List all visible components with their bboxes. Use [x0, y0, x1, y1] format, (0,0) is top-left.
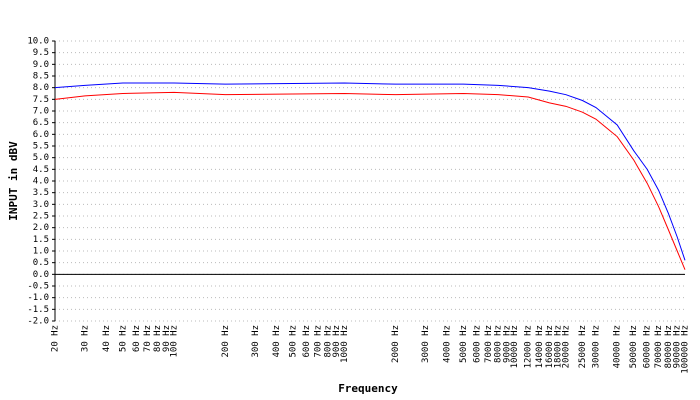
y-tick-label: 5.5	[33, 142, 49, 152]
x-tick-label: 100 Hz	[170, 325, 180, 358]
x-tick-label: 30000 Hz	[591, 325, 601, 368]
x-tick-label: 80000 Hz	[664, 325, 674, 368]
y-tick-label: 4.5	[33, 165, 49, 175]
x-tick-label: 40 Hz	[102, 325, 112, 352]
x-tick-label: 8000 Hz	[494, 325, 504, 363]
x-tick-label: 6000 Hz	[472, 325, 482, 363]
x-tick-label: 1000 Hz	[340, 325, 350, 363]
y-tick-label: 9.0	[33, 60, 49, 70]
x-tick-label: 50000 Hz	[629, 325, 639, 368]
x-tick-label: 9000 Hz	[502, 325, 512, 363]
x-tick-label: 300 Hz	[251, 325, 261, 358]
x-tick-label: 80 Hz	[153, 325, 163, 352]
y-tick-label: 2.0	[33, 223, 49, 233]
y-tick-label: -1.0	[27, 293, 49, 303]
x-tick-label: 2000 Hz	[391, 325, 401, 363]
x-tick-label: 90 Hz	[162, 325, 172, 352]
x-tick-label: 4000 Hz	[442, 325, 452, 363]
x-tick-label: 7000 Hz	[484, 325, 494, 363]
x-tick-label: 25000 Hz	[578, 325, 588, 368]
y-tick-label: 6.5	[33, 118, 49, 128]
x-tick-label: 60 Hz	[132, 325, 142, 352]
x-tick-label: 400 Hz	[272, 325, 282, 358]
x-tick-label: 12000 Hz	[524, 325, 534, 368]
y-tick-label: 5.0	[33, 153, 49, 163]
x-tick-label: 30 Hz	[80, 325, 90, 352]
x-tick-label: 800 Hz	[323, 325, 333, 358]
x-tick-label: 10000 Hz	[510, 325, 520, 368]
y-tick-label: 3.5	[33, 188, 49, 198]
x-tick-label: 16000 Hz	[545, 325, 555, 368]
x-tick-label: 70000 Hz	[654, 325, 664, 368]
y-tick-label: 3.0	[33, 200, 49, 210]
y-tick-label: 0.0	[33, 270, 49, 280]
y-tick-label: 10.0	[27, 37, 49, 47]
x-axis-title: Frequency	[338, 382, 398, 395]
x-tick-label: 60000 Hz	[643, 325, 653, 368]
y-tick-label: 7.0	[33, 107, 49, 117]
x-tick-label: 200 Hz	[221, 325, 231, 358]
y-tick-label: 4.0	[33, 177, 49, 187]
y-tick-label: 1.0	[33, 247, 49, 257]
y-tick-label: -1.5	[27, 305, 49, 315]
y-tick-label: 1.5	[33, 235, 49, 245]
data-line	[54, 82, 686, 261]
y-tick-label: 2.5	[33, 212, 49, 222]
y-tick-label: 8.0	[33, 83, 49, 93]
data-line	[54, 91, 686, 270]
x-tick-label: 20 Hz	[51, 325, 61, 352]
y-tick-label: 8.5	[33, 72, 49, 82]
x-tick-label: 18000 Hz	[554, 325, 564, 368]
y-tick-label: 7.5	[33, 95, 49, 105]
x-tick-label: 90000 Hz	[673, 325, 683, 368]
x-tick-label: 700 Hz	[313, 325, 323, 358]
x-tick-label: 100000 Hz	[681, 325, 691, 374]
y-tick-label: 0.5	[33, 258, 49, 268]
x-tick-label: 70 Hz	[143, 325, 153, 352]
x-tick-label: 50 Hz	[118, 325, 128, 352]
y-tick-label: 9.5	[33, 48, 49, 58]
x-tick-label: 500 Hz	[289, 325, 299, 358]
x-tick-label: 20000 Hz	[561, 325, 571, 368]
y-tick-label: -0.5	[27, 282, 49, 292]
y-tick-label: -2.0	[27, 317, 49, 327]
y-axis-title: INPUT in dBV	[7, 141, 20, 221]
y-tick-label: 6.0	[33, 130, 49, 140]
x-tick-label: 3000 Hz	[421, 325, 431, 363]
x-tick-label: 5000 Hz	[459, 325, 469, 363]
x-tick-label: 600 Hz	[302, 325, 312, 358]
x-tick-label: 40000 Hz	[613, 325, 623, 368]
x-tick-label: 900 Hz	[332, 325, 342, 358]
x-tick-label: 14000 Hz	[535, 325, 545, 368]
